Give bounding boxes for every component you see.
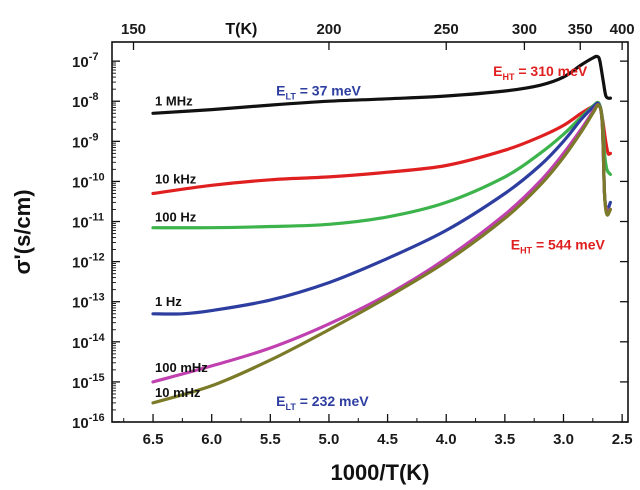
top-axis-title: T(K) <box>225 21 257 38</box>
y-tick-label: 10-9 <box>72 131 98 151</box>
energy-annotation: ELT = 232 meV <box>276 393 369 412</box>
y-tick-label: 10-11 <box>72 212 104 232</box>
x-axis-title: 1000/T(K) <box>330 460 429 485</box>
top-tick-label: 300 <box>512 21 537 38</box>
label-layer: 6.5 6.0 5.5 5.0 4.5 4.0 3.5 3.0 2.5 150 200 250 300 3… <box>10 21 635 485</box>
energy-annotation: EHT = 544 meV <box>511 237 606 256</box>
series-label: 10 kHz <box>155 171 197 186</box>
x-tick-label: 3.5 <box>494 431 515 448</box>
energy-annotation: ELT = 37 meV <box>276 82 361 101</box>
series-label: 1 MHz <box>155 93 193 108</box>
x-tick-label: 6.0 <box>201 431 222 448</box>
x-tick-label: 3.0 <box>553 431 574 448</box>
series-line-0 <box>151 54 612 115</box>
x-tick-label: 6.5 <box>143 431 164 448</box>
series-label: 1 Hz <box>155 294 182 309</box>
x-tick-label: 5.5 <box>260 431 281 448</box>
top-tick-label: 250 <box>434 21 459 38</box>
plot-frame <box>111 41 629 423</box>
series-label: 100 mHz <box>155 360 208 375</box>
x-tick-label: 5.0 <box>319 431 340 448</box>
series-layer <box>151 54 612 405</box>
x-tick-label: 4.5 <box>377 431 398 448</box>
plot-frame-layer <box>111 41 629 423</box>
y-tick-label: 10-12 <box>72 252 105 272</box>
y-tick-label: 10-7 <box>72 51 98 71</box>
y-tick-label: 10-10 <box>72 171 105 191</box>
top-tick-label: 350 <box>568 21 593 38</box>
y-tick-label: 10-8 <box>72 91 98 111</box>
energy-annotation: EHT = 310 meV <box>493 63 588 82</box>
top-tick-label: 200 <box>316 21 341 38</box>
top-tick-label: 400 <box>610 21 635 38</box>
y-axis-title: σ'(s/cm) <box>10 189 35 274</box>
series-line-5 <box>151 103 612 405</box>
series-label: 10 mHz <box>155 385 201 400</box>
y-tick-label: 10-14 <box>72 332 105 352</box>
y-tick-label: 10-13 <box>72 292 105 312</box>
y-tick-label: 10-16 <box>72 412 105 432</box>
y-tick-label: 10-15 <box>72 372 105 392</box>
x-tick-label: 2.5 <box>612 431 633 448</box>
x-tick-label: 4.0 <box>436 431 457 448</box>
series-label: 100 Hz <box>155 210 197 225</box>
top-tick-label: 150 <box>121 21 146 38</box>
